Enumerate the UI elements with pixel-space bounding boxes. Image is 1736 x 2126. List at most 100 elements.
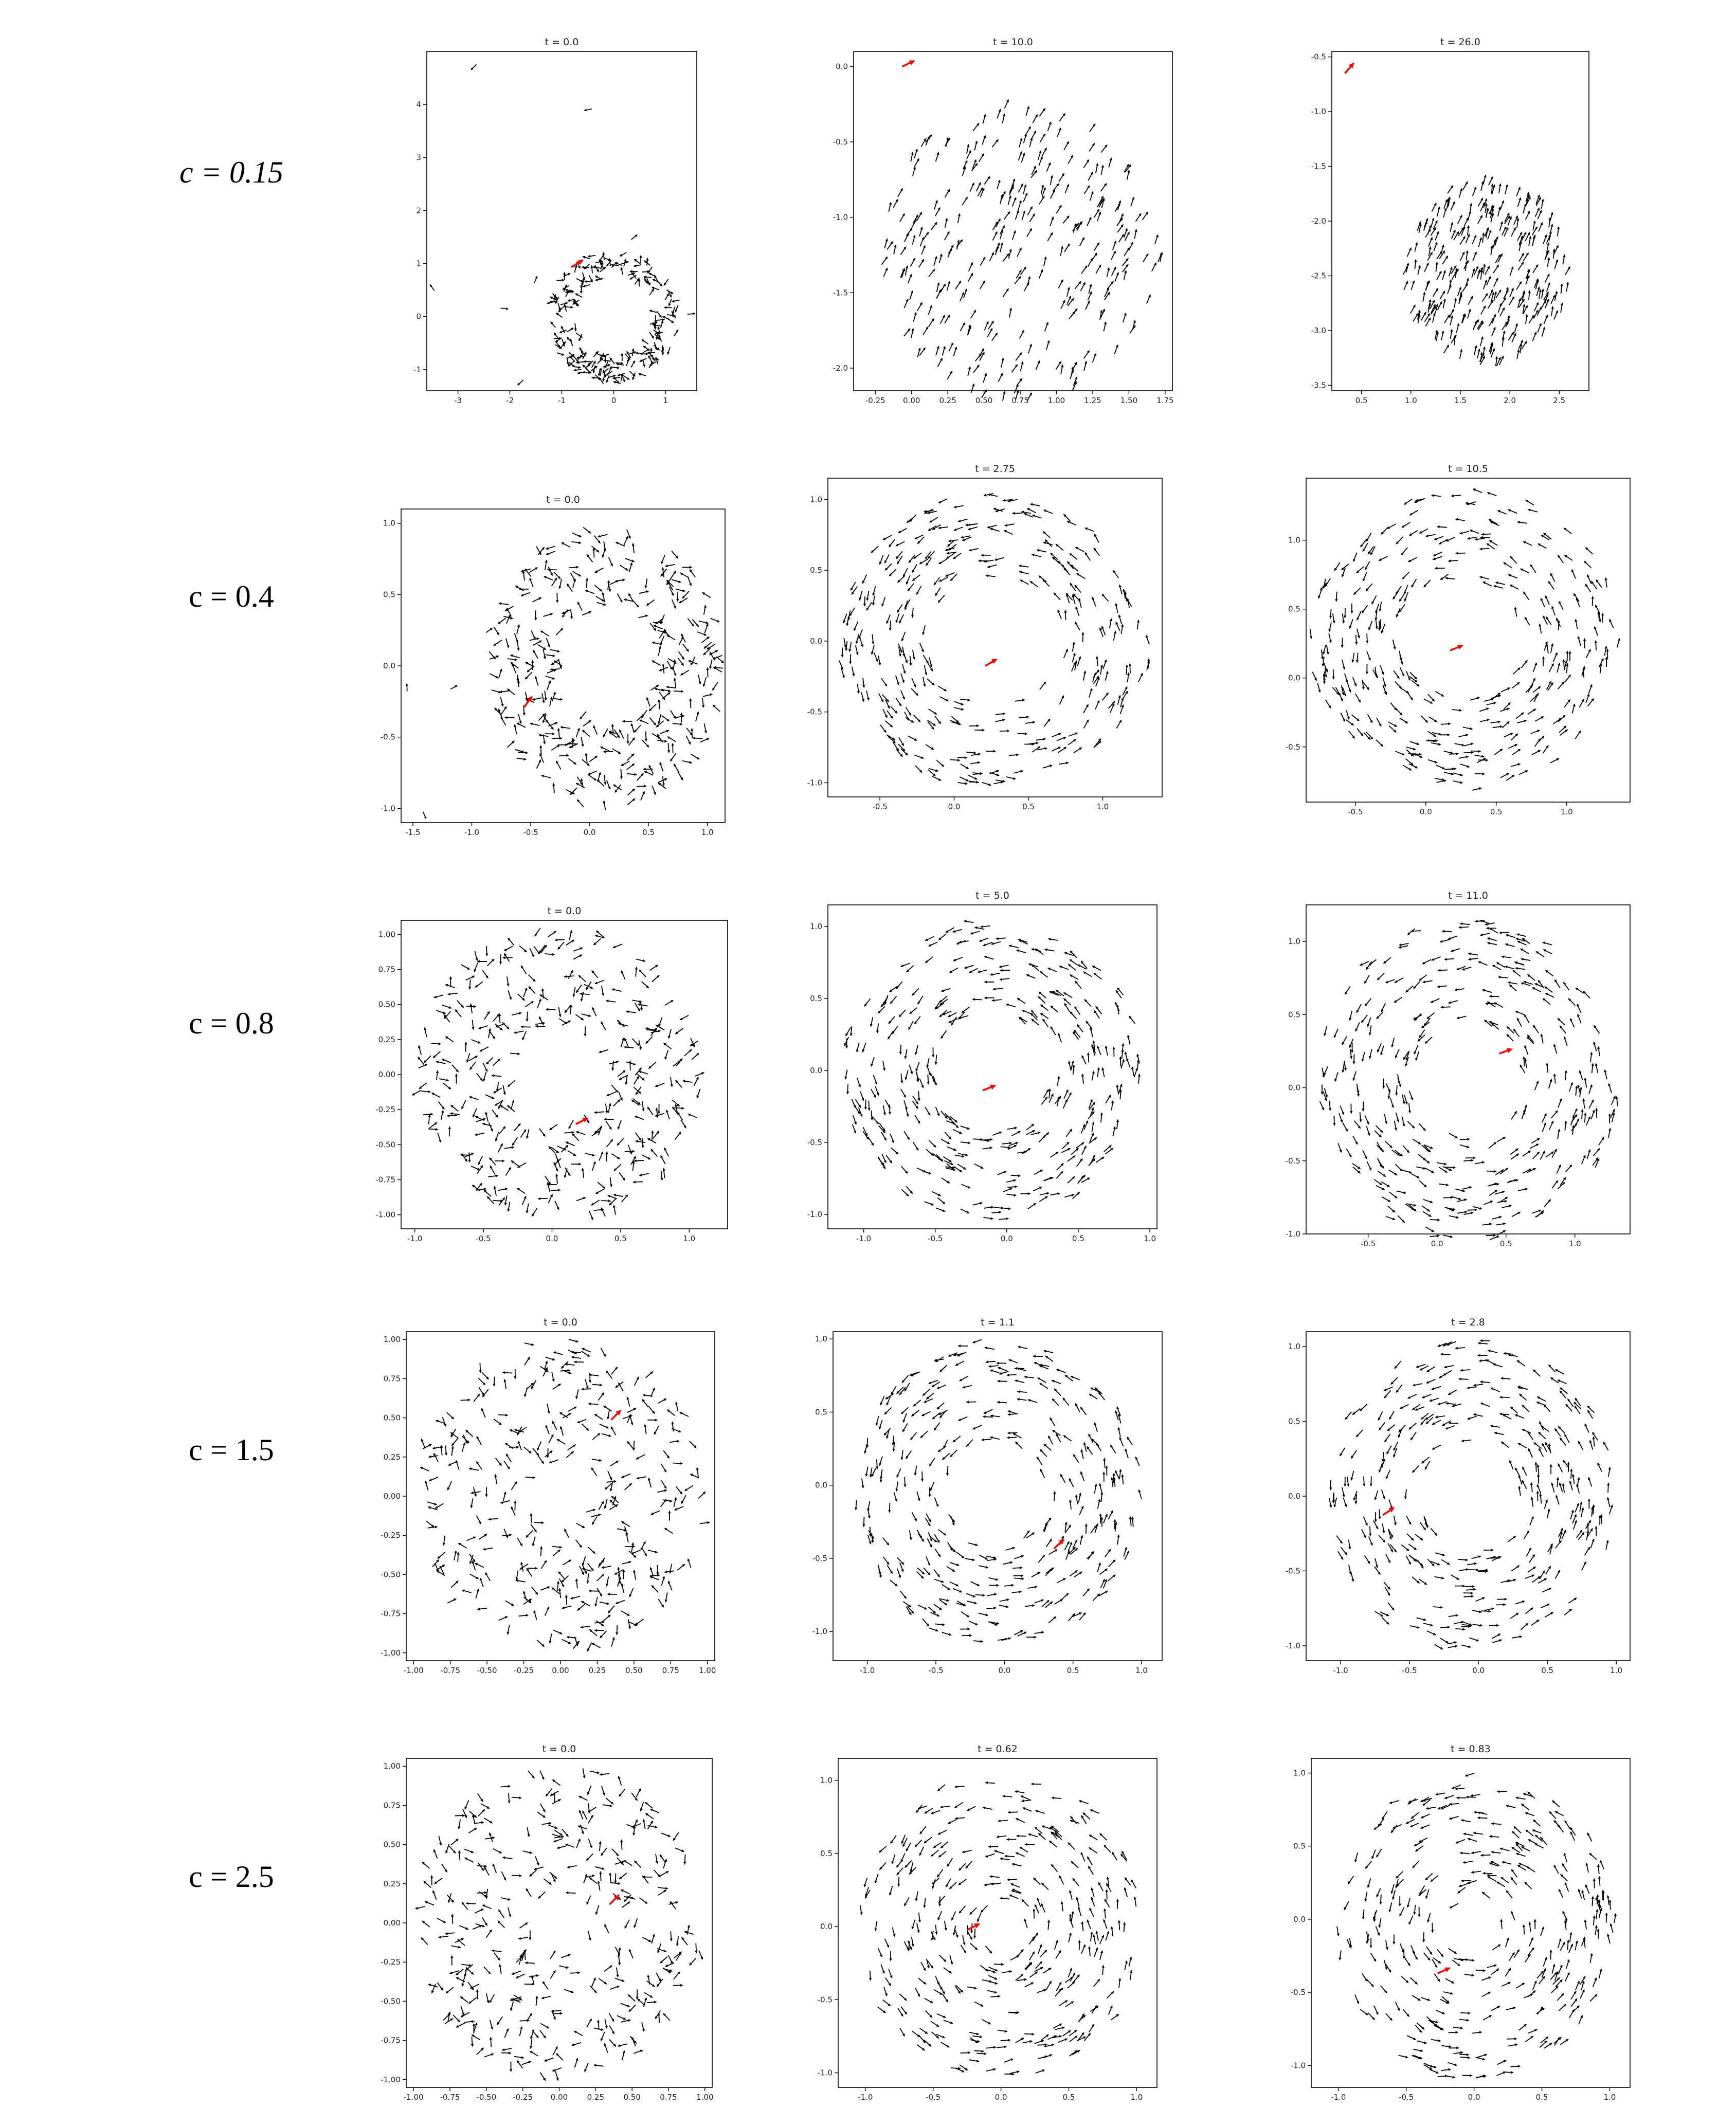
particle-arrow (673, 1462, 683, 1465)
particle-arrow (1445, 537, 1455, 542)
particle-arrow (1117, 695, 1121, 705)
particle-arrow (963, 920, 974, 923)
particle-arrow (909, 1007, 918, 1014)
particle-arrow (603, 359, 611, 362)
particle-arrow (576, 776, 583, 786)
particle-arrow (875, 1086, 879, 1096)
particle-arrow (564, 1989, 574, 1993)
particle-arrow (1591, 595, 1594, 606)
particle-arrow (581, 1601, 590, 1607)
particle-arrow (468, 1997, 477, 2004)
particle-arrow (1477, 1570, 1488, 1573)
particle-arrow (621, 970, 626, 980)
particle-arrow (698, 674, 701, 685)
particle-arrow (551, 1147, 559, 1154)
particle-arrow (610, 1882, 621, 1885)
particle-arrow (639, 590, 649, 594)
x-tick-label: 1.0 (1561, 807, 1573, 816)
particle-arrow (601, 1847, 607, 1857)
particle-arrow (1563, 1036, 1568, 1046)
particle-arrow (1406, 247, 1412, 257)
particle-arrow (1056, 1162, 1064, 1171)
particle-arrow (479, 1577, 484, 1588)
particle-arrow (1337, 1551, 1344, 1560)
particle-arrow (1585, 648, 1591, 659)
particle-arrow (1105, 1045, 1108, 1056)
particle-arrow (1529, 1143, 1539, 1149)
particle-arrow (670, 1931, 673, 1942)
particle-arrow (1409, 671, 1418, 680)
particle-arrow (1427, 251, 1433, 261)
particle-arrow (1424, 1518, 1428, 1529)
particle-arrow (1489, 928, 1498, 934)
particle-arrow (1467, 536, 1477, 540)
particle-arrow (1487, 1350, 1498, 1353)
particle-arrow (1528, 235, 1532, 246)
particle-arrow (1154, 234, 1159, 244)
particle-arrow (1498, 931, 1509, 934)
particle-arrow (865, 1466, 869, 1477)
particle-arrow (1011, 1863, 1022, 1867)
particle-arrow (931, 2031, 939, 2039)
particle-arrow (1117, 200, 1122, 210)
particle-arrow (1416, 1166, 1426, 1170)
particle-arrow (445, 1036, 454, 1043)
particle-arrow (982, 941, 992, 947)
particle-arrow (635, 1140, 645, 1143)
particle-arrow (972, 2035, 983, 2039)
particle-arrow (548, 1146, 556, 1154)
particle-arrow (666, 661, 673, 670)
particle-arrow (576, 1522, 585, 1529)
particle-arrow (664, 564, 675, 568)
particle-arrow (1525, 210, 1530, 220)
plot-frame (1306, 904, 1631, 1234)
particle-arrow (1480, 1402, 1490, 1407)
particle-arrow (928, 769, 936, 776)
particle-arrow (1474, 920, 1485, 923)
particle-arrow (955, 1985, 964, 1993)
particle-arrow (936, 759, 945, 767)
particle-arrow (1527, 1566, 1536, 1573)
particle-arrow (1091, 2005, 1098, 2014)
particle-arrow (1550, 758, 1560, 764)
particle-arrow (989, 1436, 1000, 1440)
particle-arrow (954, 1985, 961, 1994)
particle-arrow (1093, 675, 1099, 684)
particle-arrow (1423, 221, 1427, 231)
particle-arrow (657, 1398, 667, 1404)
particle-arrow (1500, 773, 1510, 778)
particle-arrow (520, 1561, 524, 1572)
x-tick-label: -0.5 (476, 1234, 491, 1243)
particle-arrow (962, 1385, 972, 1389)
particle-arrow (889, 1951, 892, 1961)
particle-arrow (911, 678, 916, 688)
particle-arrow (1532, 220, 1536, 231)
particle-arrow (593, 535, 601, 544)
particle-arrow (1081, 1921, 1084, 1932)
particle-arrow (1549, 1464, 1552, 1474)
particle-arrow (1342, 1036, 1347, 1045)
particle-arrow (1028, 1936, 1035, 1945)
particle-arrow (958, 1879, 967, 1885)
particle-arrow (606, 1370, 613, 1379)
particle-arrow (1545, 970, 1554, 977)
particle-arrow (1088, 1865, 1094, 1875)
particle-arrow (517, 1537, 523, 1547)
particle-arrow (1043, 1443, 1052, 1451)
particle-arrow (1096, 1156, 1105, 1163)
particle-arrow (508, 1793, 511, 1804)
particle-arrow (575, 293, 583, 298)
particle-arrow (884, 1407, 892, 1415)
particle-arrow (1536, 1402, 1546, 1406)
particle-arrow (440, 1110, 444, 1120)
particle-arrow (1333, 1497, 1337, 1508)
particle-arrow (851, 666, 855, 677)
particle-arrow (635, 1067, 642, 1076)
particle-arrow (630, 723, 635, 733)
particle-arrow (568, 360, 574, 367)
particle-arrow (1375, 604, 1380, 614)
particle-arrow (633, 1159, 644, 1162)
particle-arrow (620, 267, 624, 275)
particle-arrow (1536, 1491, 1539, 1501)
x-tick-label: 1.0 (1135, 1666, 1148, 1675)
